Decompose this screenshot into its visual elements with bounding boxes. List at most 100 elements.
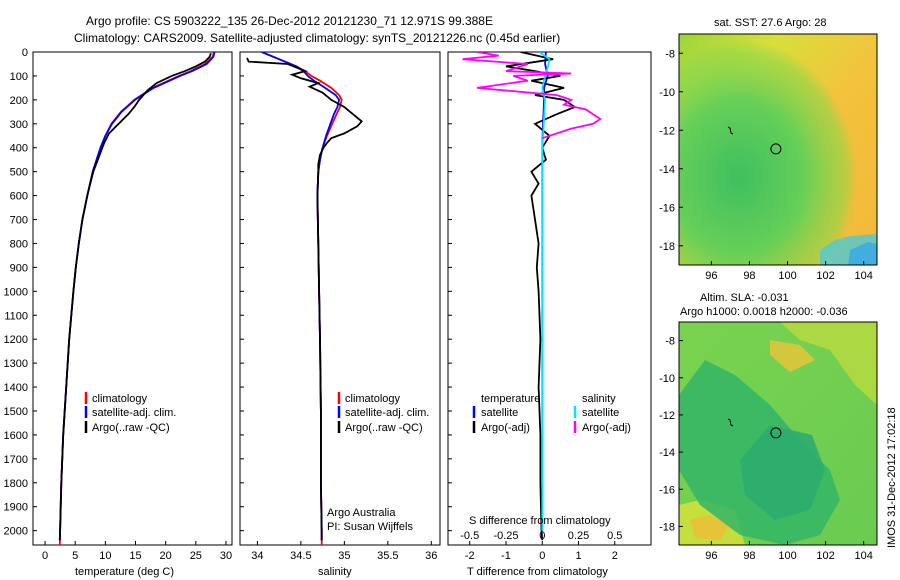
x-tick-label: 20 (160, 550, 172, 562)
series-climatology-line (58, 52, 215, 545)
depth-tick-label: 1400 (4, 382, 28, 394)
map-y-tick-label: -10 (659, 87, 675, 99)
depth-tick-label: 1500 (4, 406, 28, 418)
legend-t-satellite-label: satellite (481, 407, 518, 419)
depth-tick-label: 800 (10, 238, 28, 250)
sst-map (678, 33, 878, 266)
x-tick-label: 0 (539, 550, 545, 562)
depth-tick-label: 200 (10, 95, 28, 107)
sst-argo-location-marker (770, 143, 782, 155)
x-tick-label: 10 (99, 550, 111, 562)
top-tick-label: 0.5 (607, 530, 622, 542)
map-x-tick-label: 100 (778, 550, 796, 562)
map-y-tick-label: -8 (665, 48, 675, 60)
series-satellite-adj-clim-line (261, 52, 341, 541)
salinity-x-axis: 34 34.5 35 35.5 36 (251, 541, 437, 562)
sst-map-axes: 96 98 100 102 104 -8 -10 -12 -14 -16 -18 (659, 48, 873, 282)
attribution-line-2: PI: Susan Wijffels (327, 521, 413, 533)
depth-tick-label: 1100 (4, 310, 28, 322)
top-tick-label: 0.25 (568, 530, 589, 542)
legend-salinity-heading: salinity (582, 393, 616, 405)
depth-tick-label: 900 (10, 262, 28, 274)
sst-map-cool-region (679, 34, 877, 265)
x-tick-label: 25 (190, 550, 202, 562)
sla-map-title: Altim. SLA: -0.031 (700, 292, 789, 304)
temperature-xlabel: temperature (deg C) (75, 566, 174, 578)
temperature-x-axis: 0 5 10 15 20 25 30 (42, 541, 232, 562)
depth-tick-label: 700 (10, 215, 28, 227)
legend-satellite-label: satellite-adj. clim. (345, 407, 429, 419)
salinity-xlabel: salinity (318, 566, 352, 578)
map-x-tick-label: 96 (705, 270, 717, 282)
sla-map (678, 321, 878, 546)
depth-tick-label: 2000 (4, 526, 28, 538)
salinity-legend: climatology satellite-adj. clim. Argo(..… (337, 392, 429, 434)
depth-tick-label: 1900 (4, 502, 28, 514)
legend-s-satellite-label: satellite (582, 407, 619, 419)
x-tick-label: 35 (338, 550, 350, 562)
depth-tick-label: 100 (10, 71, 28, 83)
depth-tick-label: 300 (10, 119, 28, 131)
map-y-tick-label: -12 (659, 125, 675, 137)
legend-climatology-label: climatology (92, 393, 148, 405)
series-salinity-satellite-line (538, 52, 551, 531)
sla-map-axes: 96 98 100 102 104 -8 -10 -12 -14 -16 -18 (659, 336, 873, 562)
map-x-tick-label: 98 (743, 270, 755, 282)
sla-map-peak-north (770, 340, 815, 372)
sla-map-lowest-region (740, 425, 825, 520)
title-line-2: Climatology: CARS2009. Satellite-adjuste… (74, 31, 560, 45)
side-timestamp-label: IMOS 31-Dec-2012 17:02:18 (886, 407, 898, 548)
sla-map-high-region (780, 322, 877, 405)
map-y-tick-label: -14 (659, 164, 675, 176)
top-tick-label: -0.5 (460, 530, 479, 542)
map-y-tick-label: -12 (659, 410, 675, 422)
sst-map-frame (678, 33, 878, 266)
depth-tick-label: 1200 (4, 334, 28, 346)
map-y-tick-label: -18 (659, 521, 675, 533)
map-y-tick-label: -10 (659, 373, 675, 385)
x-tick-label: -1 (501, 550, 511, 562)
temperature-legend: climatology satellite-adj. clim. Argo(..… (84, 392, 176, 434)
x-tick-label: 5 (72, 550, 78, 562)
series-argo-raw-qc-line (58, 52, 212, 541)
legend-argo-label: Argo(..raw -QC) (345, 422, 423, 434)
legend-s-argo-label: Argo(-adj) (582, 422, 631, 434)
legend-climatology-label: climatology (345, 393, 401, 405)
top-tick-label: -0.25 (493, 530, 518, 542)
depth-tick-label: 1600 (4, 430, 28, 442)
x-tick-label: 34 (251, 550, 263, 562)
depth-tick-label: 600 (10, 191, 28, 203)
difference-x-axis: -2 -1 0 1 2 (465, 541, 618, 562)
salinity-plot-frame (239, 51, 441, 546)
depth-tick-label: 400 (10, 143, 28, 155)
series-temperature-argo-adj-line (505, 52, 577, 541)
legend-temperature-heading: temperature (481, 393, 540, 405)
depth-tick-label: 1700 (4, 454, 28, 466)
map-y-tick-label: -16 (659, 202, 675, 214)
map-y-tick-label: -16 (659, 484, 675, 496)
depth-axis: 0 100 200 300 400 500 600 700 800 900 1000 1100 1200… (4, 47, 452, 538)
x-tick-label: -2 (465, 550, 475, 562)
difference-top-xlabel: S difference from climatology (469, 515, 611, 527)
legend-argo-label: Argo(..raw -QC) (92, 422, 170, 434)
sst-map-cold-patch (848, 242, 877, 265)
sla-map-peak-southwest (690, 515, 730, 540)
sla-island-outline (727, 418, 734, 427)
sla-map-subtitle: Argo h1000: 0.0018 h2000: -0.036 (680, 306, 848, 318)
map-x-tick-label: 104 (854, 270, 872, 282)
series-salinity-argo-adj-line (462, 52, 602, 140)
difference-plot-frame (447, 51, 652, 546)
map-x-tick-label: 98 (743, 550, 755, 562)
map-x-tick-label: 100 (778, 270, 796, 282)
x-tick-label: 0 (42, 550, 48, 562)
x-tick-label: 36 (425, 550, 437, 562)
x-tick-label: 34.5 (290, 550, 311, 562)
sst-map-title: sat. SST: 27.6 Argo: 28 (714, 17, 827, 29)
depth-tick-label: 1800 (4, 478, 28, 490)
sla-argo-location-marker (770, 427, 782, 439)
x-tick-label: 35.5 (377, 550, 398, 562)
legend-satellite-label: satellite-adj. clim. (92, 407, 176, 419)
map-x-tick-label: 104 (854, 550, 872, 562)
x-tick-label: 30 (220, 550, 232, 562)
